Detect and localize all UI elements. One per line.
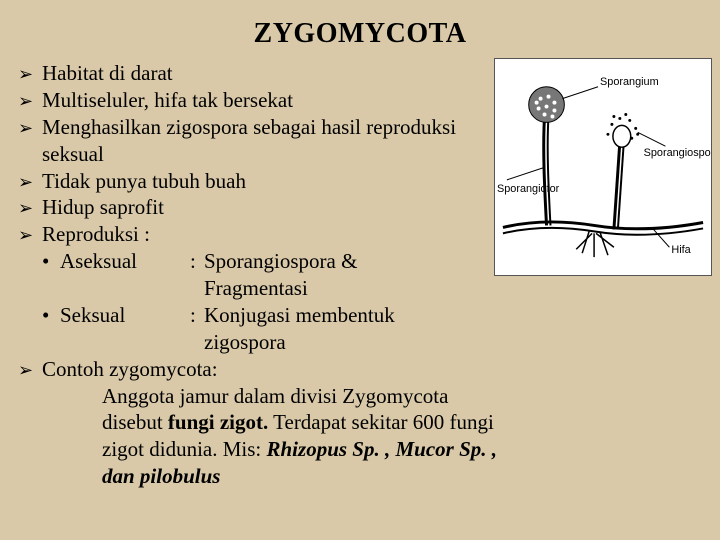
sub-item: •Seksual : Konjugasi membentuk — [42, 302, 702, 329]
sub-item-cont: Fragmentasi — [42, 275, 702, 302]
bullet-item: ➢ Contoh zygomycota: — [18, 356, 702, 383]
arrow-icon: ➢ — [18, 118, 33, 138]
arrow-icon: ➢ — [18, 198, 33, 218]
example-line: Anggota jamur dalam divisi Zygomycota — [102, 383, 702, 410]
diagram-svg: Sporangium Sporangiofor Sporangiospor Hi… — [495, 59, 711, 275]
arrow-icon: ➢ — [18, 172, 33, 192]
sub-item-cont: zigospora — [42, 329, 702, 356]
arrow-icon: ➢ — [18, 64, 33, 84]
label-sporangium: Sporangium — [600, 76, 659, 88]
label-sporangiospor: Sporangiospor — [644, 147, 711, 159]
example-block: Anggota jamur dalam divisi Zygomycota di… — [18, 383, 702, 491]
sub-label-text: Aseksual — [60, 249, 137, 273]
arrow-icon: ➢ — [18, 225, 33, 245]
example-line: dan pilobulus — [102, 463, 702, 490]
page-title: ZYGOMYCOTA — [0, 0, 720, 60]
bullet-text: Menghasilkan zigospora sebagai hasil rep… — [42, 114, 502, 168]
sub-label-text: Seksual — [60, 303, 125, 327]
arrow-icon: ➢ — [18, 360, 33, 380]
sub-value: zigospora — [204, 329, 702, 356]
sub-value: Fragmentasi — [204, 275, 702, 302]
example-line: zigot didunia. Mis: Rhizopus Sp. , Mucor… — [102, 436, 702, 463]
bullet-text: Contoh zygomycota: — [42, 356, 702, 383]
label-hifa: Hifa — [671, 244, 691, 256]
arrow-icon: ➢ — [18, 91, 33, 111]
example-line: disebut fungi zigot. Terdapat sekitar 60… — [102, 409, 702, 436]
label-sporangiofor: Sporangiofor — [497, 183, 560, 195]
sub-value: Konjugasi membentuk — [204, 302, 702, 329]
zygomycota-diagram: Sporangium Sporangiofor Sporangiospor Hi… — [494, 58, 712, 276]
